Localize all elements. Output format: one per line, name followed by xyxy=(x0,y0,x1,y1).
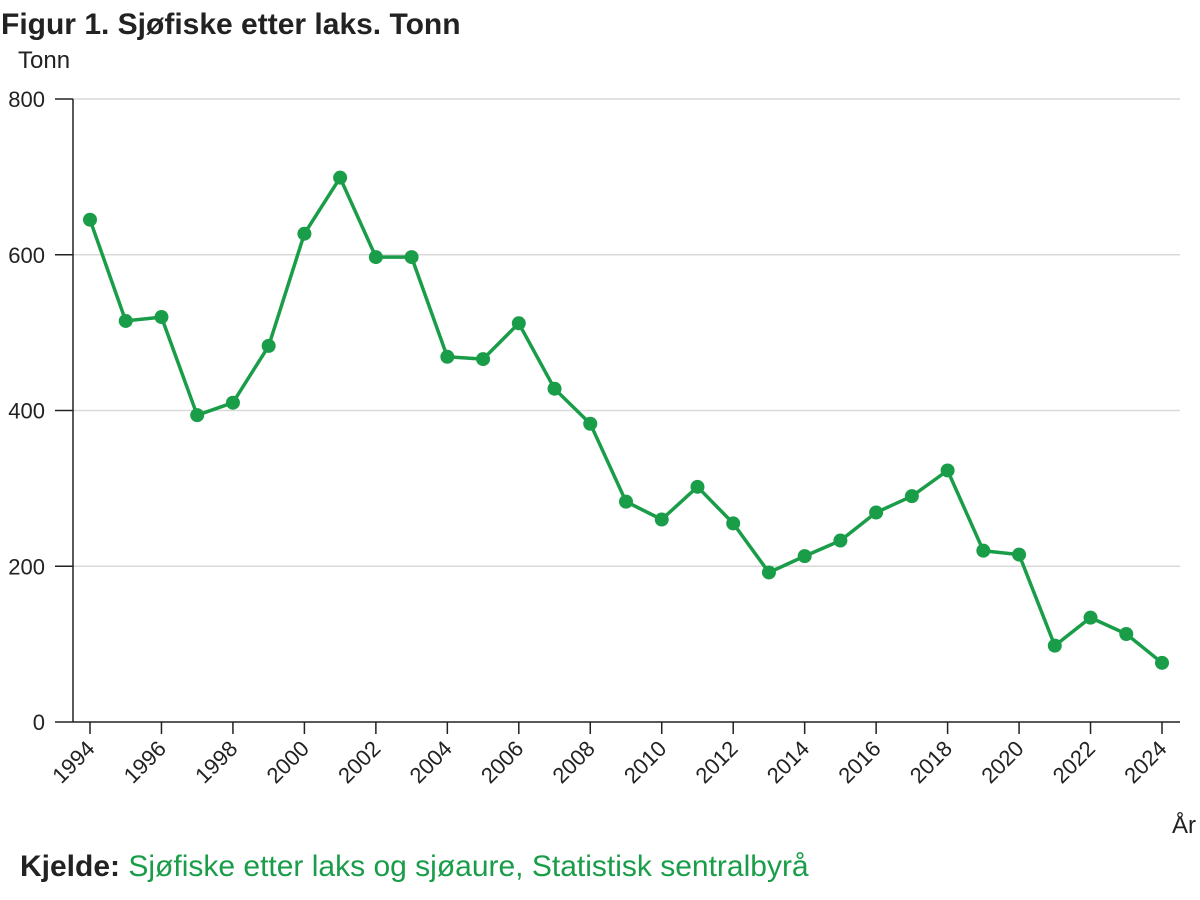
data-point xyxy=(404,250,419,265)
y-tick-label: 0 xyxy=(33,710,45,735)
data-point xyxy=(690,479,705,494)
x-tick-label: 2010 xyxy=(619,736,671,788)
data-point xyxy=(761,565,776,580)
x-tick-label: 2024 xyxy=(1119,736,1171,788)
series xyxy=(83,170,1169,670)
data-point xyxy=(118,313,133,328)
data-point xyxy=(547,381,562,396)
x-tick-label: 2018 xyxy=(905,736,957,788)
series-line xyxy=(88,175,1164,665)
source-lead: Kjelde: xyxy=(20,850,121,883)
y-axis-label: Tonn xyxy=(18,47,71,74)
y-tick-label: 400 xyxy=(8,399,45,424)
x-tick-label: 2000 xyxy=(262,736,314,788)
data-point xyxy=(583,416,598,431)
x-tick-label: 2004 xyxy=(405,736,457,788)
data-point xyxy=(83,212,97,227)
x-tick-label: 2012 xyxy=(690,736,742,788)
data-point xyxy=(297,226,312,241)
data-point xyxy=(940,463,955,478)
data-point xyxy=(1083,610,1098,625)
x-tick-label: 2016 xyxy=(833,736,885,788)
source-note: Kjelde: Sjøfiske etter laks og sjøaure, … xyxy=(20,850,809,884)
grid-lines xyxy=(73,98,1180,567)
data-point xyxy=(976,543,991,558)
data-point xyxy=(869,505,884,520)
y-ticks: 0 200 400 600 800 xyxy=(8,87,73,735)
data-point xyxy=(511,316,526,331)
x-tick-label: 2020 xyxy=(976,736,1028,788)
data-point xyxy=(1012,547,1027,562)
chart-title: Figur 1. Sjøfiske etter laks. Tonn xyxy=(1,8,461,41)
x-tick-label: 2014 xyxy=(762,736,814,788)
source-link[interactable]: Sjøfiske etter laks og sjøaure, Statisti… xyxy=(128,850,809,883)
y-tick-label: 600 xyxy=(8,243,45,268)
x-tick-label: 1996 xyxy=(119,736,171,788)
data-point xyxy=(726,516,741,531)
x-tick-label: 2002 xyxy=(333,736,385,788)
data-point xyxy=(261,338,276,353)
x-tick-label: 1994 xyxy=(47,736,99,788)
y-tick-label: 800 xyxy=(8,87,45,112)
x-tick-label: 2008 xyxy=(548,736,600,788)
data-point xyxy=(797,549,812,564)
data-point xyxy=(368,250,383,265)
x-ticks: 1994 1996 1998 2000 2002 2004 2006 2008 2010 2012… xyxy=(47,722,1172,788)
data-point xyxy=(333,170,348,185)
data-point xyxy=(1119,627,1134,642)
data-point xyxy=(154,310,169,325)
x-tick-label: 1998 xyxy=(190,736,242,788)
y-tick-label: 200 xyxy=(8,554,45,579)
data-point xyxy=(225,395,240,410)
data-point xyxy=(190,408,205,423)
data-point xyxy=(1155,655,1169,670)
data-point xyxy=(476,352,491,367)
data-point xyxy=(904,489,919,504)
x-tick-label: 2006 xyxy=(476,736,528,788)
data-point xyxy=(619,494,633,509)
data-point xyxy=(833,533,848,548)
data-point xyxy=(1047,638,1062,653)
data-point xyxy=(440,349,455,364)
x-axis-label: År xyxy=(1172,812,1196,839)
data-point xyxy=(654,512,669,527)
x-tick-label: 2022 xyxy=(1048,736,1100,788)
